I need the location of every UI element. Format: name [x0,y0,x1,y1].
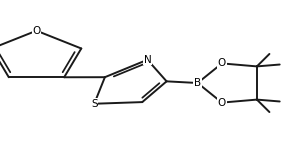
Text: B: B [194,78,201,88]
Text: O: O [32,26,41,36]
Text: S: S [91,99,98,109]
Text: O: O [218,98,226,108]
Text: O: O [218,58,226,68]
Text: N: N [143,55,151,65]
